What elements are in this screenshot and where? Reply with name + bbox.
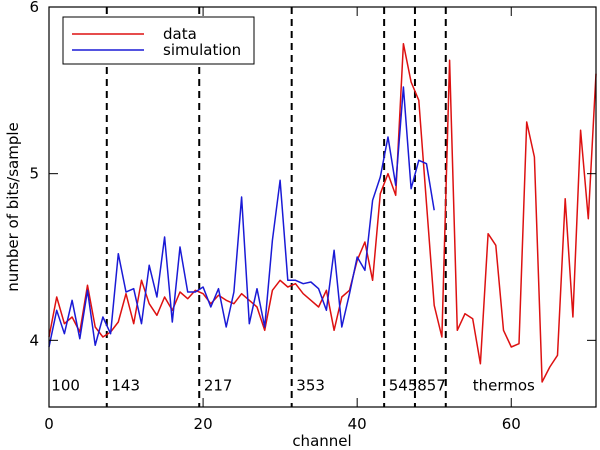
- frequency-band-labels: 100 143 217 353 545 857 thermos: [51, 376, 535, 394]
- plot-frame: [48, 6, 597, 408]
- x-tick-label-2: 40: [348, 415, 367, 433]
- legend-label-simulation: simulation: [163, 41, 241, 59]
- x-tick-label-0: 0: [44, 415, 54, 433]
- y-tick-label-1: 5: [29, 165, 39, 183]
- band-label-5: 857: [417, 376, 446, 394]
- legend: data simulation: [62, 16, 255, 65]
- series-line-simulation: [48, 86, 435, 348]
- y-tick-label-2: 6: [29, 0, 39, 16]
- band-label-1: 143: [111, 376, 140, 394]
- y-tick-label-0: 4: [29, 331, 39, 349]
- x-tick-label-1: 20: [194, 415, 213, 433]
- legend-box: [62, 16, 255, 65]
- band-label-2: 217: [204, 376, 233, 394]
- x-tick-label-3: 60: [502, 415, 521, 433]
- series-group: [48, 42, 597, 383]
- band-label-3: 353: [296, 376, 325, 394]
- band-label-4: 545: [389, 376, 418, 394]
- axis-ticks: 0 20 40 60 4 5 6: [29, 0, 596, 433]
- band-label-6: thermos: [473, 376, 535, 394]
- y-axis-label: number of bits/sample: [4, 122, 22, 292]
- band-label-0: 100: [51, 376, 80, 394]
- x-axis-label: channel: [292, 432, 351, 450]
- channel-dividers: [105, 7, 447, 407]
- legend-label-data: data: [163, 25, 197, 43]
